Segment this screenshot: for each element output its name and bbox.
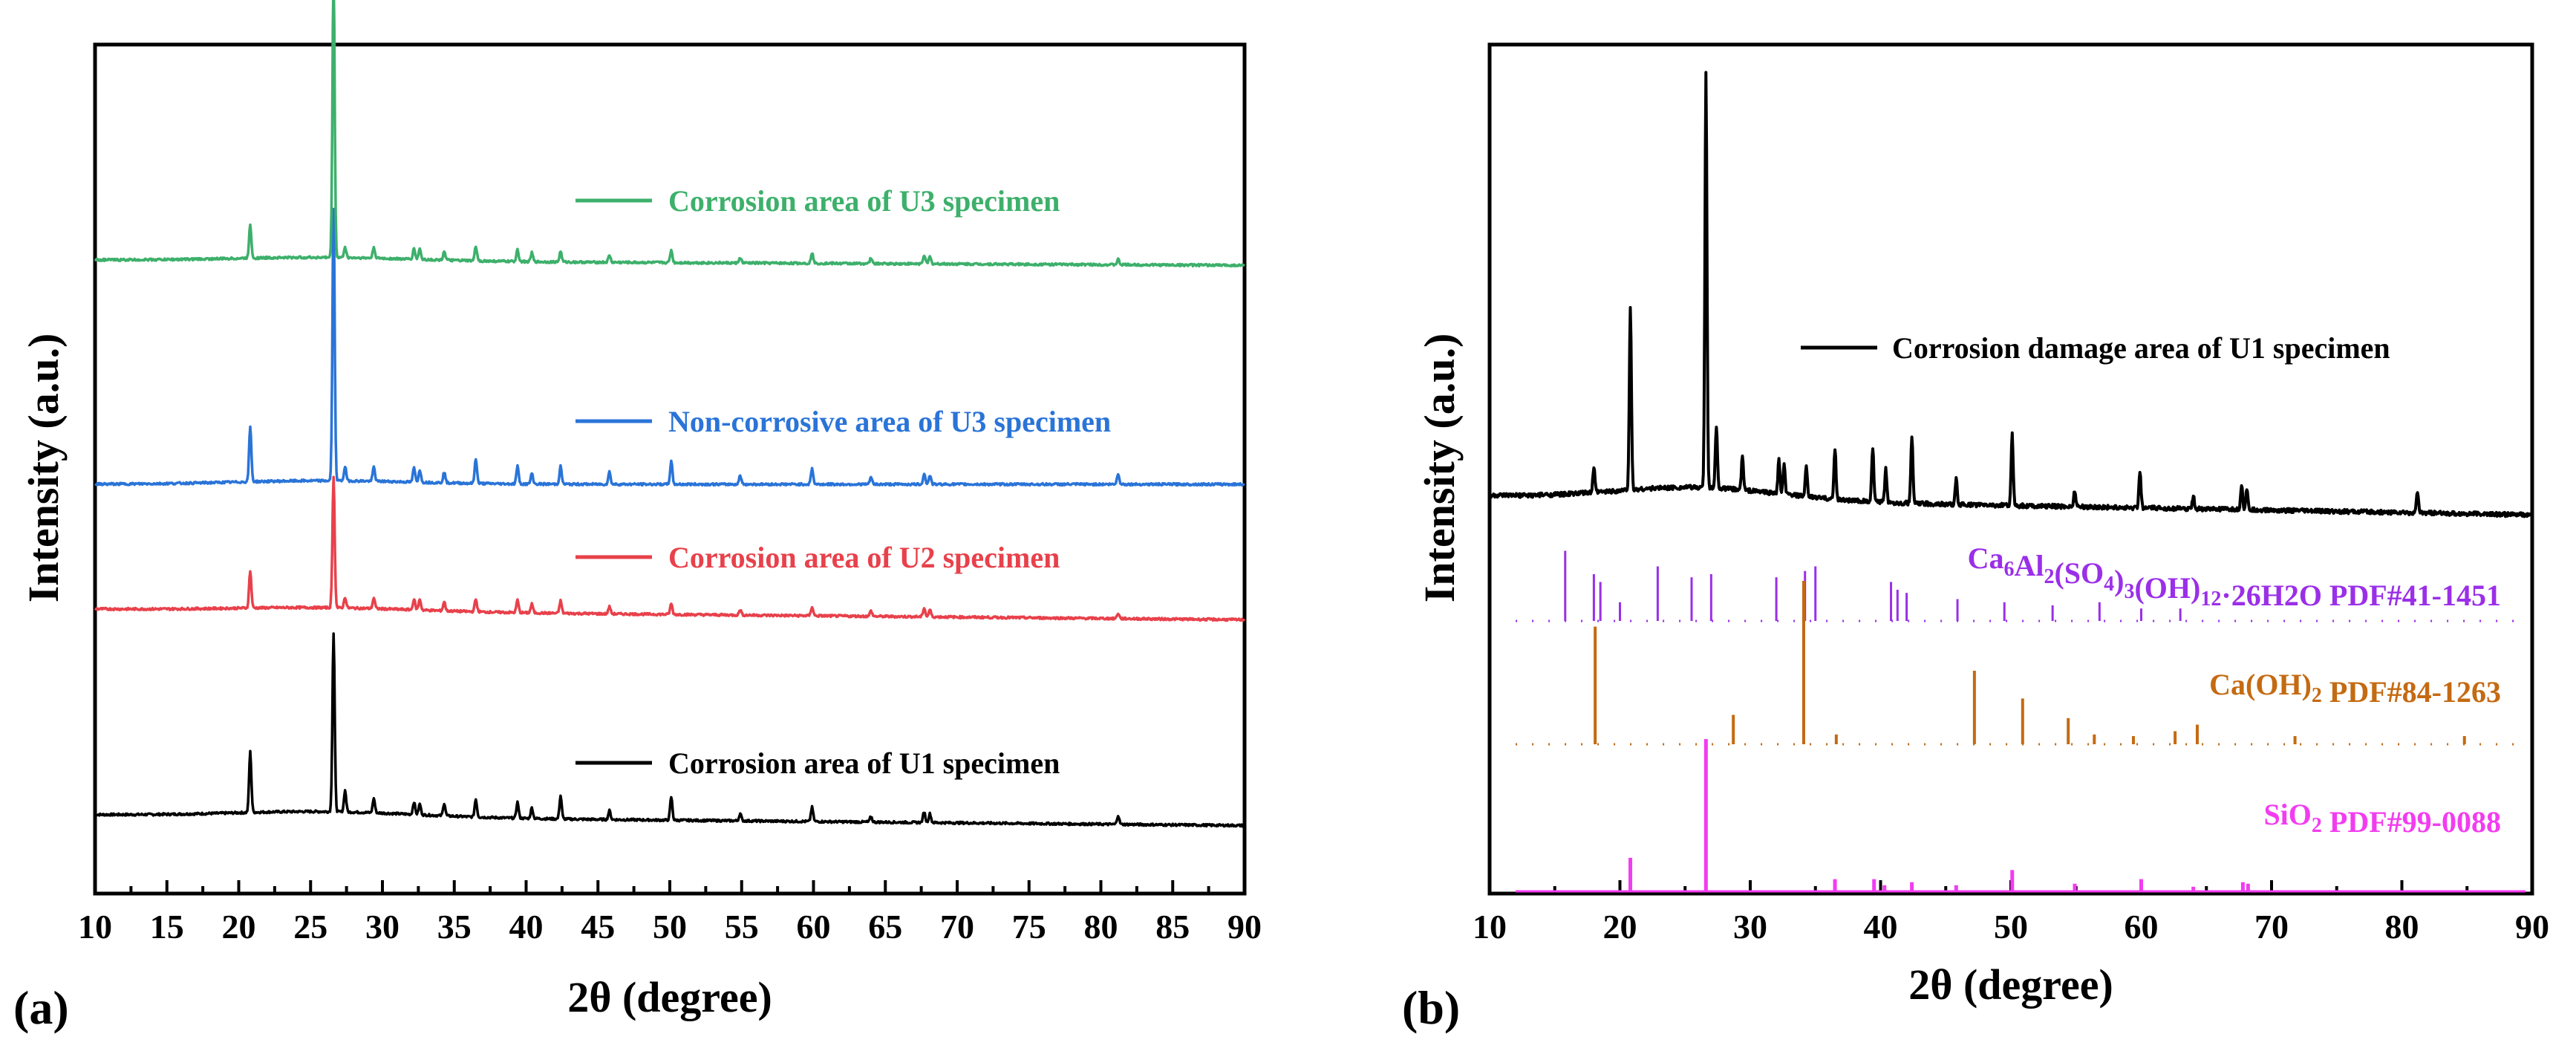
reference-label-1: Ca6Al2(SO4)3(OH)12·26H2O PDF#41-1451: [1968, 541, 2501, 612]
x-axis-title-a: 2θ (degree): [567, 973, 772, 1021]
legend-label-a-1: Corrosion area of U1 specimen: [668, 746, 1060, 780]
x-tick-label-a: 90: [1227, 908, 1262, 946]
x-tick-label-a: 55: [725, 908, 759, 946]
series-line-a-2: [94, 475, 1246, 622]
panel-a: 10 15 20 25 30 35 40 45 50 55 60 65 70 75 80 85 90 Corro…: [13, 0, 1262, 1034]
legend-label-a-3: Non-corrosive area of U3 specimen: [668, 405, 1111, 438]
x-tick-label-a: 45: [581, 908, 615, 946]
y-axis-title-b: Intensity (a.u.): [1415, 334, 1464, 603]
x-tick-label-a: 75: [1012, 908, 1046, 946]
x-tick-label-a: 10: [78, 908, 112, 946]
x-tick-label-b: 20: [1603, 908, 1637, 946]
x-tick-label-a: 15: [150, 908, 184, 946]
legend-label-a-4: Corrosion area of U3 specimen: [668, 184, 1060, 218]
x-tick-label-a: 85: [1155, 908, 1190, 946]
x-tick-label-b: 70: [2254, 908, 2289, 946]
x-tick-label-a: 60: [797, 908, 831, 946]
x-tick-label-b: 50: [1994, 908, 2028, 946]
series-a: [94, 0, 1246, 828]
panel-b: 10 20 30 40 50 60 70 80 90 Corrosion damage area…: [1402, 42, 2549, 1034]
x-tick-label-b: 80: [2385, 908, 2419, 946]
x-tick-label-a: 20: [222, 908, 256, 946]
x-ticks-b: 10 20 30 40 50 60 70 80 90: [1473, 880, 2549, 946]
series-line-a-1: [94, 632, 1246, 828]
x-tick-label-a: 40: [509, 908, 544, 946]
reference-label-2: Ca(OH)2 PDF#84-1263: [2209, 668, 2501, 709]
series-b: [1488, 71, 2534, 518]
reference-patterns-b: [1516, 550, 2526, 893]
series-line-a-4: [94, 0, 1245, 268]
legend-b: Corrosion damage area of U1 specimen Ca6A…: [1801, 331, 2501, 839]
x-tick-label-a: 25: [293, 908, 327, 946]
legend-label-b-1: Corrosion damage area of U1 specimen: [1892, 331, 2390, 365]
x-tick-label-b: 30: [1733, 908, 1767, 946]
series-line-a-3: [94, 207, 1245, 487]
panel-label-a: (a): [13, 981, 69, 1034]
x-tick-label-b: 90: [2515, 908, 2549, 946]
x-tick-label-a: 80: [1084, 908, 1118, 946]
x-tick-label-b: 40: [1864, 908, 1898, 946]
legend-label-a-2: Corrosion area of U2 specimen: [668, 541, 1060, 574]
y-axis-title-a: Intensity (a.u.): [19, 334, 68, 603]
x-axis-title-b: 2θ (degree): [1908, 960, 2113, 1009]
legend-a: Corrosion area of U1 specimen Corrosion a…: [575, 184, 1111, 780]
series-line-b-1: [1488, 71, 2534, 518]
x-tick-label-a: 50: [653, 908, 687, 946]
x-tick-label-a: 70: [940, 908, 974, 946]
x-tick-label-a: 35: [437, 908, 472, 946]
panel-label-b: (b): [1402, 981, 1460, 1034]
x-ticks-a: 10 15 20 25 30 35 40 45 50 55 60 65 70 75 80 85 90: [78, 880, 1262, 946]
x-tick-label-b: 60: [2125, 908, 2159, 946]
x-tick-label-a: 30: [365, 908, 400, 946]
x-tick-label-b: 10: [1473, 908, 1507, 946]
x-tick-label-a: 65: [868, 908, 902, 946]
reference-label-3: SiO2 PDF#99-0088: [2263, 798, 2501, 839]
